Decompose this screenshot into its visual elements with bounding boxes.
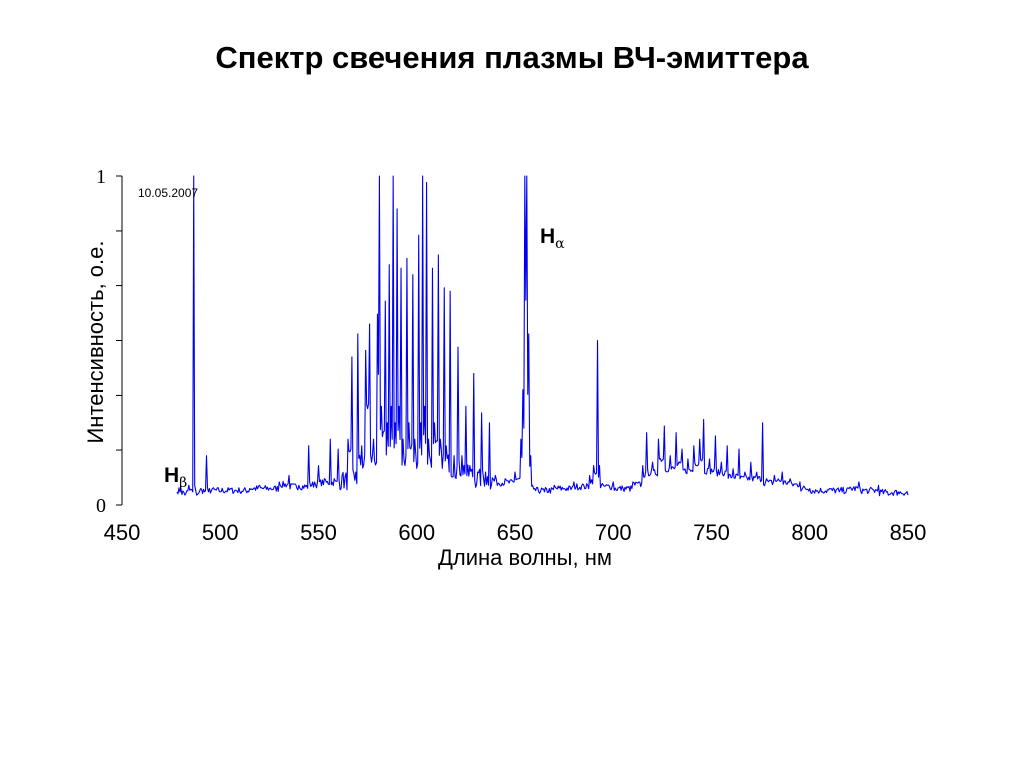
y-tick-label-1: 1 [96, 166, 106, 188]
x-tick-label-800: 800 [791, 520, 828, 545]
x-tick-label-650: 650 [497, 520, 534, 545]
x-tick-label-600: 600 [398, 520, 435, 545]
x-axis-tick-labels: 450 500 550 600 650 700 750 800 850 [104, 520, 927, 545]
x-tick-label-850: 850 [890, 520, 927, 545]
annotation-h-alpha: Hα [540, 225, 565, 252]
y-axis-label: Интенсивность, о.е. [83, 241, 108, 444]
y-axis: 01 [96, 166, 123, 517]
x-tick-label-750: 750 [693, 520, 730, 545]
spectrum-line [176, 175, 909, 497]
chart-title: Спектр свечения плазмы ВЧ-эмиттера [215, 40, 809, 75]
x-tick-label-500: 500 [202, 520, 239, 545]
annotation-h-beta: Hβ [164, 464, 187, 491]
date-annotation: 10.05.2007 [138, 186, 198, 200]
x-tick-label-550: 550 [300, 520, 337, 545]
x-tick-label-700: 700 [595, 520, 632, 545]
x-tick-label-450: 450 [104, 520, 141, 545]
plot-area [176, 175, 909, 497]
x-axis-label: Длина волны, нм [438, 545, 612, 570]
y-tick-label-0: 0 [96, 495, 106, 517]
